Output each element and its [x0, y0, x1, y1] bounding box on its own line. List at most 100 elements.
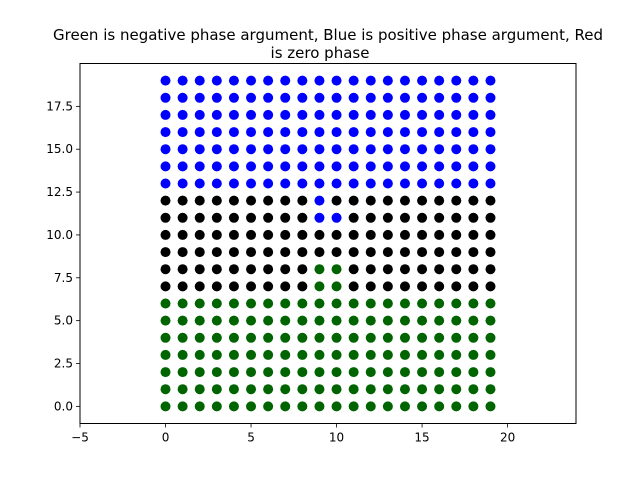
data-point-blue — [434, 127, 445, 138]
data-point-green — [451, 298, 462, 309]
data-point-green — [348, 298, 359, 309]
data-point-green — [382, 315, 393, 326]
data-point-blue — [280, 178, 291, 189]
data-point-green — [160, 384, 171, 395]
data-point-blue — [263, 144, 274, 155]
data-point-blue — [451, 144, 462, 155]
data-point-green — [382, 384, 393, 395]
data-point-green — [451, 332, 462, 343]
data-point-blue — [399, 161, 410, 172]
data-point-green — [211, 367, 222, 378]
data-point-black — [194, 247, 205, 258]
data-point-blue — [177, 127, 188, 138]
data-point-black — [382, 247, 393, 258]
data-point-black — [451, 195, 462, 206]
data-point-black — [177, 212, 188, 223]
data-point-blue — [246, 92, 257, 103]
data-point-blue — [314, 127, 325, 138]
data-point-black — [263, 264, 274, 275]
data-point-green — [399, 315, 410, 326]
data-point-green — [194, 315, 205, 326]
x-tick-label: 15 — [414, 431, 429, 445]
data-point-black — [297, 229, 308, 240]
data-point-green — [280, 349, 291, 360]
data-point-black — [263, 195, 274, 206]
data-point-green — [263, 384, 274, 395]
data-point-green — [399, 298, 410, 309]
data-point-green — [297, 401, 308, 412]
ticks-layer: −5 0 5 10 15 20 0.0 2.5 5.0 7.5 10.0 12.5 15.0 17.5 — [46, 99, 515, 444]
data-point-blue — [382, 144, 393, 155]
data-point-black — [382, 195, 393, 206]
data-point-blue — [434, 178, 445, 189]
data-point-green — [211, 384, 222, 395]
data-point-black — [194, 195, 205, 206]
data-point-blue — [314, 178, 325, 189]
data-point-blue — [451, 92, 462, 103]
data-point-black — [451, 229, 462, 240]
data-point-green — [314, 384, 325, 395]
data-point-black — [485, 281, 496, 292]
data-point-blue — [194, 92, 205, 103]
data-point-green — [314, 264, 325, 275]
data-point-blue — [314, 144, 325, 155]
data-point-blue — [228, 127, 239, 138]
y-tick-label: 2.5 — [54, 357, 73, 371]
data-point-black — [485, 212, 496, 223]
data-point-black — [297, 281, 308, 292]
data-point-green — [468, 384, 479, 395]
y-tick-label: 0.0 — [54, 399, 73, 413]
data-point-black — [485, 247, 496, 258]
data-point-green — [417, 349, 428, 360]
data-point-green — [485, 401, 496, 412]
data-point-black — [417, 229, 428, 240]
data-point-blue — [194, 109, 205, 120]
data-point-black — [211, 281, 222, 292]
data-point-blue — [485, 92, 496, 103]
data-point-blue — [434, 92, 445, 103]
data-point-blue — [434, 144, 445, 155]
data-point-black — [211, 247, 222, 258]
data-point-green — [348, 315, 359, 326]
data-point-green — [417, 384, 428, 395]
data-point-green — [417, 315, 428, 326]
data-point-blue — [246, 75, 257, 86]
data-point-blue — [263, 161, 274, 172]
data-point-blue — [314, 161, 325, 172]
data-point-blue — [297, 144, 308, 155]
data-point-black — [194, 229, 205, 240]
data-point-black — [246, 281, 257, 292]
data-point-blue — [365, 161, 376, 172]
data-point-black — [331, 195, 342, 206]
data-point-green — [160, 332, 171, 343]
data-point-black — [399, 247, 410, 258]
data-point-green — [399, 349, 410, 360]
data-point-black — [417, 247, 428, 258]
data-point-blue — [314, 212, 325, 223]
data-point-blue — [348, 75, 359, 86]
data-point-green — [365, 298, 376, 309]
data-point-black — [348, 247, 359, 258]
data-point-black — [348, 229, 359, 240]
data-point-black — [263, 229, 274, 240]
data-point-green — [434, 401, 445, 412]
data-point-blue — [348, 109, 359, 120]
data-point-blue — [417, 178, 428, 189]
data-point-blue — [468, 75, 479, 86]
data-point-blue — [177, 92, 188, 103]
data-point-blue — [365, 75, 376, 86]
data-point-blue — [246, 109, 257, 120]
data-point-black — [246, 212, 257, 223]
x-tick-label: −5 — [71, 431, 89, 445]
data-point-green — [331, 367, 342, 378]
data-point-black — [382, 212, 393, 223]
data-point-blue — [365, 178, 376, 189]
data-point-green — [417, 367, 428, 378]
data-point-green — [194, 298, 205, 309]
data-point-green — [468, 401, 479, 412]
data-point-black — [246, 229, 257, 240]
data-point-blue — [177, 178, 188, 189]
data-point-green — [468, 298, 479, 309]
data-point-blue — [434, 75, 445, 86]
